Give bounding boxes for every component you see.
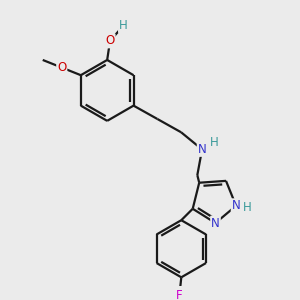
Text: H: H <box>119 19 128 32</box>
Text: N: N <box>198 143 206 156</box>
Text: F: F <box>176 289 183 300</box>
Text: O: O <box>105 34 115 47</box>
Text: O: O <box>57 61 66 74</box>
Text: H: H <box>243 201 252 214</box>
Text: N: N <box>232 199 240 212</box>
Text: H: H <box>210 136 219 149</box>
Text: N: N <box>211 217 220 230</box>
